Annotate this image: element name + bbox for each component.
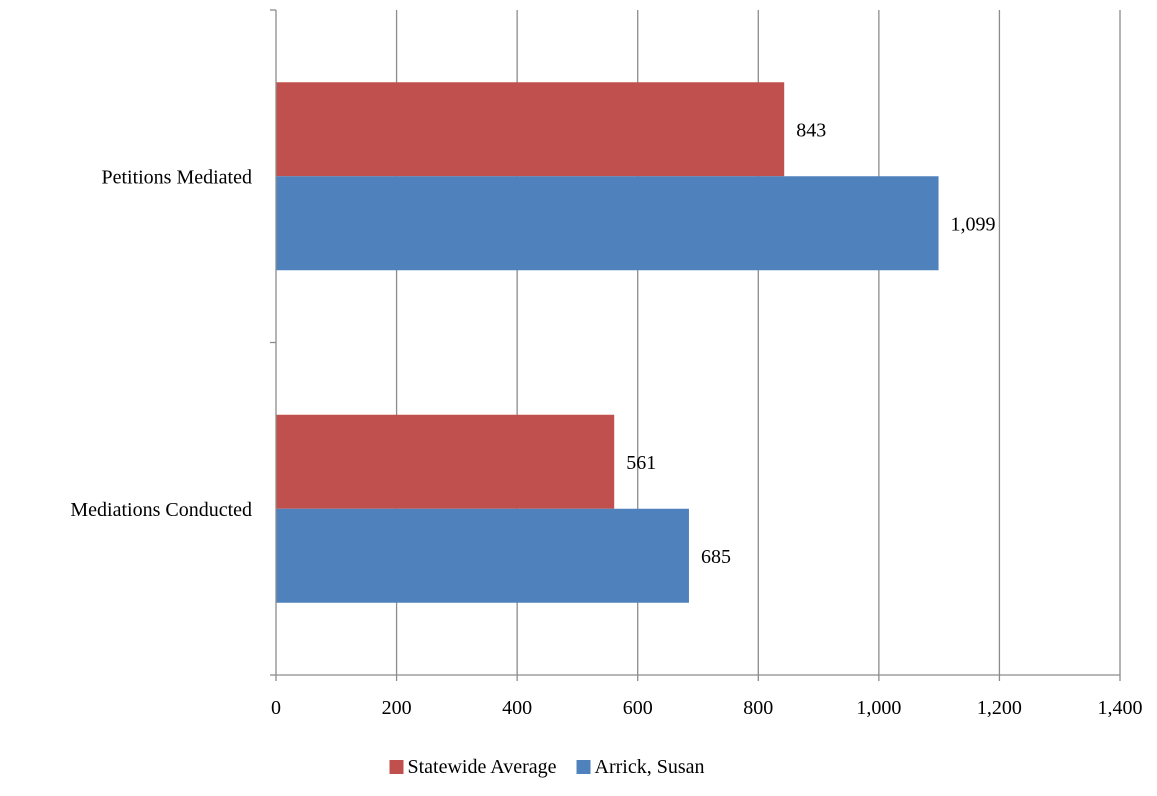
bar-value-label: 843 (796, 119, 826, 141)
legend-items: Statewide Average Arrick, Susan (389, 756, 705, 778)
category-label: Petitions Mediated (101, 166, 252, 188)
x-tick-label: 800 (743, 697, 773, 719)
bar (276, 82, 785, 177)
x-tick-label: 400 (502, 697, 532, 719)
axes: 0 200 400 600 800 1,000 1,200 1,400 Petitions Me… (70, 9, 1143, 719)
data-labels: 843 1,099 561 685 (626, 119, 995, 568)
bar-value-label: 685 (701, 546, 731, 568)
bar (276, 508, 689, 603)
x-tick-label: 1,400 (1098, 697, 1143, 719)
category-label: Mediations Conducted (70, 499, 252, 521)
bar-value-label: 561 (626, 452, 656, 474)
x-tick-label: 1,200 (977, 697, 1022, 719)
x-tick-label: 200 (382, 697, 412, 719)
x-tick-label: 600 (623, 697, 653, 719)
x-tick-label: 1,000 (856, 697, 901, 719)
legend-label: Statewide Average (408, 756, 557, 778)
legend: Statewide Average Arrick, Susan (389, 756, 705, 778)
legend-swatch (576, 760, 591, 774)
x-tick-label: 0 (271, 697, 281, 719)
legend-swatch (389, 760, 404, 774)
legend-label: Arrick, Susan (595, 756, 705, 778)
bars (276, 82, 939, 603)
bar (276, 414, 615, 509)
bar-value-label: 1,099 (951, 213, 996, 235)
bar (276, 176, 939, 271)
